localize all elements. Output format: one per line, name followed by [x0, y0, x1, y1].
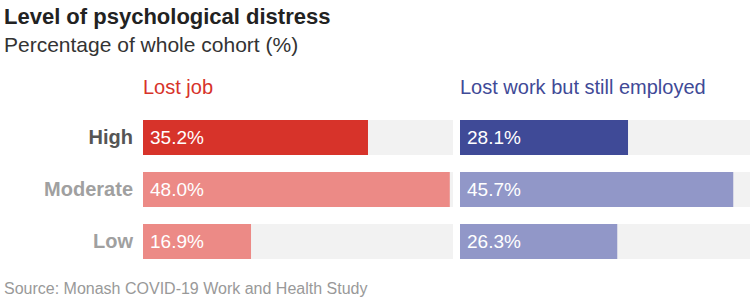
- svg-text:16.9%: 16.9%: [150, 231, 204, 252]
- svg-text:45.7%: 45.7%: [467, 179, 521, 200]
- svg-text:High: High: [89, 126, 133, 148]
- html-text:Level of psychological distres: Level of psychological distress: [4, 4, 331, 29]
- html-text:Source: Monash COVID-19 Work a: Source: Monash COVID-19 Work and Health …: [4, 280, 368, 297]
- html-text:Lost job: Lost job: [143, 76, 214, 98]
- svg-text:28.1%: 28.1%: [467, 127, 521, 148]
- svg-text:Moderate: Moderate: [44, 178, 133, 200]
- svg-text:35.2%: 35.2%: [150, 127, 204, 148]
- svg-text:Low: Low: [93, 230, 133, 252]
- html-text:Lost work but still employed: Lost work but still employed: [460, 76, 706, 98]
- svg-text:48.0%: 48.0%: [150, 179, 204, 200]
- html-text:Percentage of whole cohort (%): Percentage of whole cohort (%): [4, 33, 299, 56]
- svg-text:26.3%: 26.3%: [467, 231, 521, 252]
